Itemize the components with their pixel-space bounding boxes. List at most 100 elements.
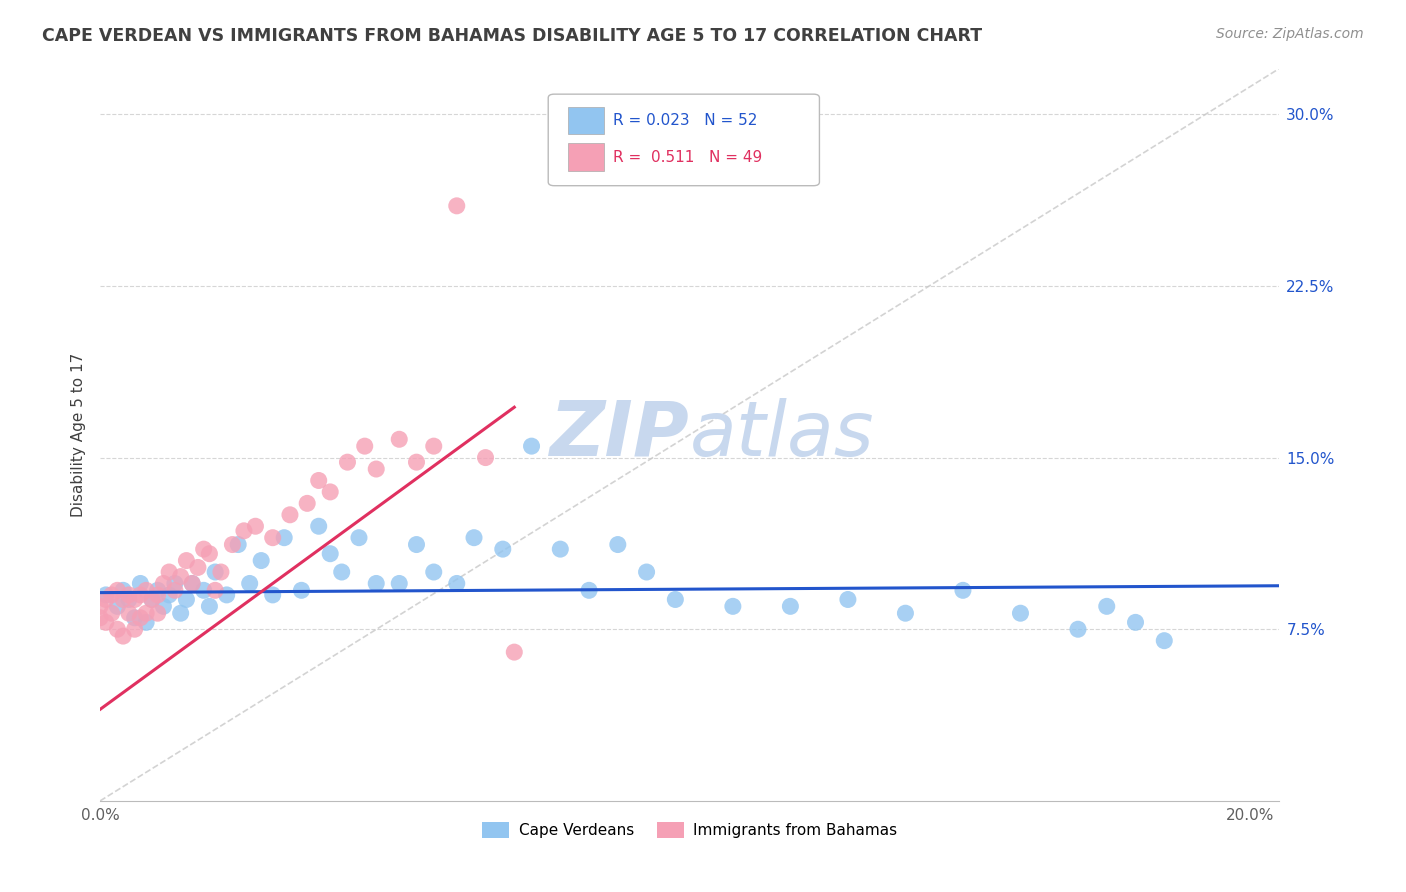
Point (837, 592, 859, 607)
Point (112, 583, 135, 598)
Point (278, 508, 301, 522)
Point (118, 606, 141, 620)
Y-axis label: Disability Age 5 to 17: Disability Age 5 to 17 (72, 352, 86, 516)
Point (89, 611, 111, 625)
Point (388, 432, 411, 446)
Point (423, 439, 446, 453)
Point (664, 592, 686, 607)
Point (606, 537, 628, 551)
Point (446, 576, 468, 591)
Point (423, 565, 446, 579)
Point (262, 588, 284, 602)
Point (129, 576, 152, 591)
Text: ZIP: ZIP (550, 398, 690, 472)
Point (463, 531, 485, 545)
Point (204, 565, 226, 579)
FancyBboxPatch shape (568, 144, 603, 171)
Text: R = 0.023   N = 52: R = 0.023 N = 52 (613, 113, 758, 128)
Point (105, 583, 128, 598)
Point (118, 588, 141, 602)
Point (226, 537, 249, 551)
Point (347, 531, 370, 545)
Point (636, 565, 658, 579)
Point (1010, 606, 1032, 620)
Point (112, 629, 135, 643)
Point (474, 450, 496, 465)
Point (105, 622, 128, 636)
Point (388, 576, 411, 591)
Point (94, 588, 117, 602)
Point (163, 576, 186, 591)
Point (894, 606, 917, 620)
Point (319, 484, 342, 499)
Point (232, 524, 254, 538)
Text: R =  0.511   N = 49: R = 0.511 N = 49 (613, 150, 762, 165)
Point (181, 576, 204, 591)
Point (198, 547, 221, 561)
Point (273, 531, 295, 545)
Point (503, 645, 526, 659)
Point (721, 599, 744, 614)
Point (1153, 633, 1175, 648)
Point (1067, 622, 1090, 636)
Point (405, 455, 427, 469)
Point (124, 622, 146, 636)
Point (952, 583, 974, 598)
Point (112, 592, 135, 607)
Point (135, 606, 157, 620)
Point (100, 606, 122, 620)
Point (353, 439, 375, 453)
Point (146, 583, 169, 598)
Point (204, 583, 226, 598)
Legend: Cape Verdeans, Immigrants from Bahamas: Cape Verdeans, Immigrants from Bahamas (475, 816, 904, 845)
Point (152, 576, 174, 591)
Point (100, 588, 122, 602)
Point (250, 553, 273, 567)
Point (193, 542, 215, 557)
Point (135, 615, 157, 630)
Point (405, 537, 427, 551)
Point (492, 542, 515, 557)
Point (187, 560, 209, 574)
Point (198, 599, 221, 614)
Point (169, 606, 191, 620)
Point (152, 599, 174, 614)
FancyBboxPatch shape (548, 95, 820, 186)
Point (157, 588, 180, 602)
Text: atlas: atlas (690, 398, 875, 472)
Point (129, 611, 152, 625)
Point (1095, 599, 1118, 614)
Point (181, 576, 204, 591)
Point (245, 519, 267, 533)
Point (146, 588, 169, 602)
Point (176, 553, 198, 567)
Point (193, 583, 215, 598)
Point (290, 583, 312, 598)
Point (176, 592, 198, 607)
Point (319, 547, 342, 561)
Point (308, 519, 330, 533)
Point (520, 439, 543, 453)
Point (124, 592, 146, 607)
Point (146, 606, 169, 620)
Point (141, 592, 163, 607)
Point (94, 615, 117, 630)
Point (779, 599, 801, 614)
Point (366, 576, 388, 591)
FancyBboxPatch shape (568, 107, 603, 135)
Point (221, 537, 243, 551)
Point (366, 462, 388, 476)
Point (295, 496, 318, 510)
Point (239, 576, 262, 591)
Point (169, 569, 191, 583)
Point (118, 592, 141, 607)
Point (446, 199, 468, 213)
Point (124, 611, 146, 625)
Point (129, 588, 152, 602)
Text: CAPE VERDEAN VS IMMIGRANTS FROM BAHAMAS DISABILITY AGE 5 TO 17 CORRELATION CHART: CAPE VERDEAN VS IMMIGRANTS FROM BAHAMAS … (42, 27, 983, 45)
Point (141, 592, 163, 607)
Point (157, 565, 180, 579)
Point (1125, 615, 1147, 630)
Text: Source: ZipAtlas.com: Source: ZipAtlas.com (1216, 27, 1364, 41)
Point (105, 599, 128, 614)
